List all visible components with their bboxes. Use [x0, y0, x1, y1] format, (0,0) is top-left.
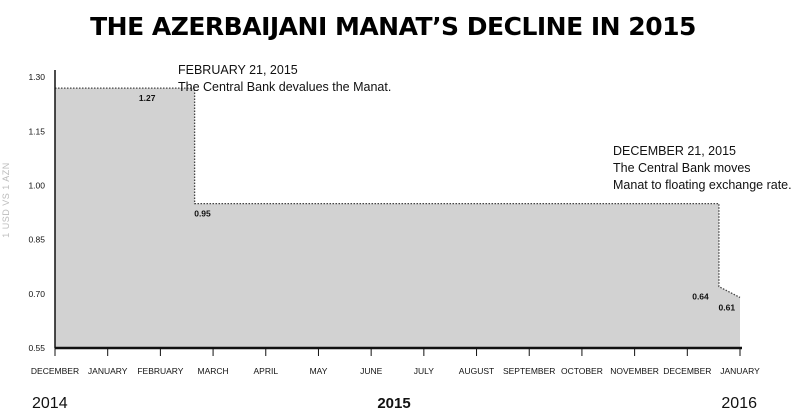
- x-tick-label: JANUARY: [88, 366, 128, 376]
- series-line: [55, 87, 741, 299]
- year-end: 2016: [721, 395, 757, 411]
- x-tick-label: JANUARY: [720, 366, 760, 376]
- x-tick-label: NOVEMBER: [610, 366, 659, 376]
- data-label: 0.64: [692, 292, 709, 302]
- data-label: 0.61: [719, 303, 736, 313]
- y-axis-label: 1 USD VS 1 AZN: [1, 162, 11, 238]
- x-tick-label: FEBRUARY: [137, 366, 183, 376]
- y-ticks: 0.55 0.70 0.85 1.00 1.15 1.30: [28, 72, 45, 353]
- annotation-feb-text: The Central Bank devalues the Manat.: [178, 80, 391, 94]
- y-tick-label: 0.55: [28, 343, 45, 353]
- x-tick-label: AUGUST: [459, 366, 494, 376]
- data-label: 1.27: [139, 93, 156, 103]
- x-ticks: DECEMBER JANUARY FEBRUARY MARCH APRIL MAY JUNE…: [31, 348, 760, 376]
- x-tick-label: MARCH: [198, 366, 229, 376]
- x-tick-label: JULY: [414, 366, 434, 376]
- y-tick-label: 0.85: [28, 235, 45, 245]
- data-label: 0.95: [194, 209, 211, 219]
- year-start: 2014: [32, 395, 68, 411]
- x-tick-label: JUNE: [360, 366, 383, 376]
- chart-title: THE AZERBAIJANI MANAT’S DECLINE IN 2015: [90, 12, 696, 41]
- data-labels: 1.27 0.95 0.64 0.61: [139, 93, 735, 312]
- annotation-dec-date: DECEMBER 21, 2015: [613, 144, 736, 158]
- x-tick-label: MAY: [310, 366, 328, 376]
- y-tick-label: 1.30: [28, 72, 45, 82]
- area-fill: [55, 88, 740, 348]
- annotation-feb: FEBRUARY 21, 2015 The Central Bank deval…: [178, 63, 391, 94]
- year-middle: 2015: [377, 395, 410, 411]
- y-tick-label: 1.00: [28, 181, 45, 191]
- x-tick-label: APRIL: [254, 366, 279, 376]
- y-tick-label: 0.70: [28, 289, 45, 299]
- y-tick-label: 1.15: [28, 126, 45, 136]
- x-tick-label: DECEMBER: [663, 366, 711, 376]
- annotation-dec-line1: The Central Bank moves: [613, 161, 751, 175]
- x-tick-label: DECEMBER: [31, 366, 79, 376]
- annotation-dec-line2: Manat to floating exchange rate.: [613, 178, 792, 192]
- annotation-dec: DECEMBER 21, 2015 The Central Bank moves…: [613, 144, 792, 192]
- annotation-feb-date: FEBRUARY 21, 2015: [178, 63, 298, 77]
- x-tick-label: SEPTEMBER: [503, 366, 555, 376]
- x-tick-label: OCTOBER: [561, 366, 603, 376]
